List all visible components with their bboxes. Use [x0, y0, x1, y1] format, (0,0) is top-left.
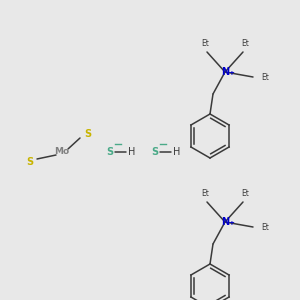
- Text: S: S: [106, 147, 114, 157]
- Text: H: H: [128, 147, 136, 157]
- Text: S: S: [84, 129, 92, 139]
- Text: +: +: [228, 220, 234, 226]
- Text: Et: Et: [261, 223, 269, 232]
- Text: +: +: [228, 70, 234, 76]
- Text: N: N: [221, 67, 229, 77]
- Text: H: H: [173, 147, 181, 157]
- Text: S: S: [152, 147, 159, 157]
- Text: Et: Et: [201, 190, 209, 199]
- Text: N: N: [221, 217, 229, 227]
- Text: Et: Et: [261, 73, 269, 82]
- Text: Et: Et: [201, 40, 209, 49]
- Text: Et: Et: [241, 190, 249, 199]
- Text: S: S: [26, 157, 34, 167]
- Text: Et: Et: [241, 40, 249, 49]
- Text: Mo: Mo: [54, 148, 70, 157]
